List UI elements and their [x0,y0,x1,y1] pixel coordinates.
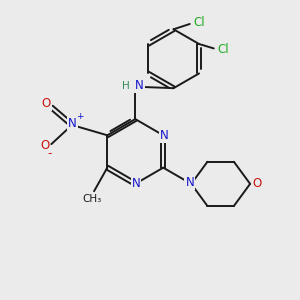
Text: Cl: Cl [194,16,205,29]
Text: CH₃: CH₃ [82,194,101,205]
Text: H: H [122,81,130,91]
Text: N: N [160,129,168,142]
Text: Cl: Cl [218,44,229,56]
Text: N: N [135,79,144,92]
Text: -: - [48,147,52,160]
Text: O: O [252,177,261,190]
Text: O: O [40,139,50,152]
Text: N: N [185,176,194,189]
Text: N: N [68,117,77,130]
Text: N: N [131,177,140,190]
Text: +: + [76,112,84,121]
Text: O: O [41,97,51,110]
